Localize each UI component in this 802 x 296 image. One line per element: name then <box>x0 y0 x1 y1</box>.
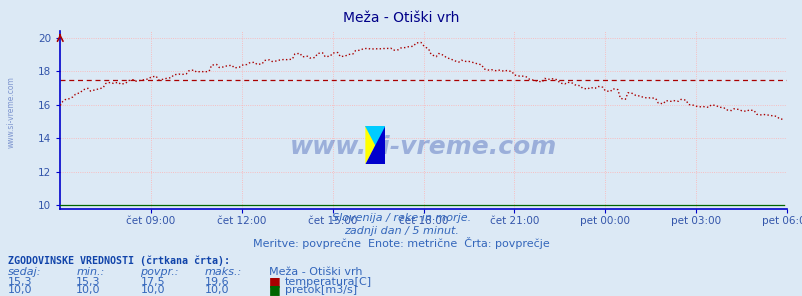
Text: maks.:: maks.: <box>205 267 241 277</box>
Text: Meritve: povprečne  Enote: metrične  Črta: povprečje: Meritve: povprečne Enote: metrične Črta:… <box>253 237 549 249</box>
Text: www.si-vreme.com: www.si-vreme.com <box>6 77 15 148</box>
Polygon shape <box>365 126 385 164</box>
Text: 10,0: 10,0 <box>76 285 101 295</box>
Text: temperatura[C]: temperatura[C] <box>285 277 371 287</box>
Text: min.:: min.: <box>76 267 104 277</box>
Text: 15,3: 15,3 <box>76 277 101 287</box>
Text: pretok[m3/s]: pretok[m3/s] <box>285 285 357 295</box>
Text: 17,5: 17,5 <box>140 277 165 287</box>
Text: ■: ■ <box>269 275 281 288</box>
Text: ■: ■ <box>269 283 281 296</box>
Text: sedaj:: sedaj: <box>8 267 42 277</box>
Text: 10,0: 10,0 <box>8 285 33 295</box>
Text: zadnji dan / 5 minut.: zadnji dan / 5 minut. <box>343 226 459 236</box>
Polygon shape <box>365 126 385 164</box>
Text: 10,0: 10,0 <box>140 285 165 295</box>
Text: Meža - Otiški vrh: Meža - Otiški vrh <box>343 11 459 25</box>
Text: Slovenija / reke in morje.: Slovenija / reke in morje. <box>331 213 471 223</box>
Text: Meža - Otiški vrh: Meža - Otiški vrh <box>269 267 362 277</box>
Polygon shape <box>365 126 385 164</box>
Text: 19,6: 19,6 <box>205 277 229 287</box>
Text: povpr.:: povpr.: <box>140 267 179 277</box>
Text: 15,3: 15,3 <box>8 277 33 287</box>
Text: 10,0: 10,0 <box>205 285 229 295</box>
Text: ZGODOVINSKE VREDNOSTI (črtkana črta):: ZGODOVINSKE VREDNOSTI (črtkana črta): <box>8 255 229 266</box>
Text: www.si-vreme.com: www.si-vreme.com <box>290 134 557 159</box>
